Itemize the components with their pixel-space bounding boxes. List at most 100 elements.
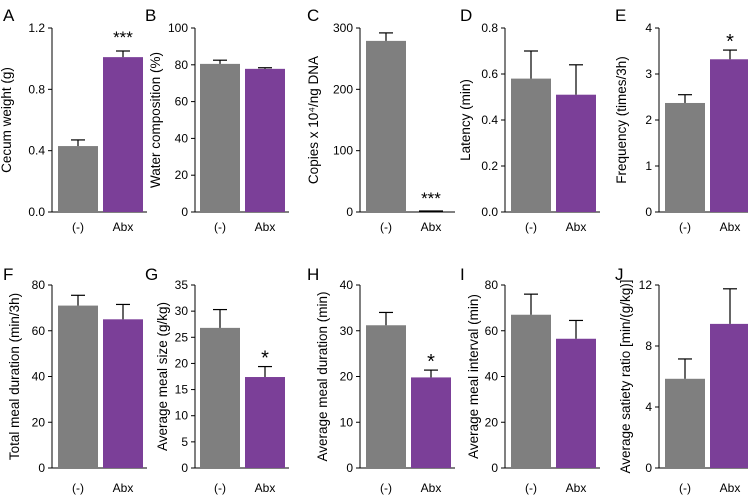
bar-control [665, 378, 705, 468]
y-tick-label: 0.0 [28, 205, 45, 219]
x-tick-label: Abx [720, 481, 741, 495]
y-axis-title: Latency (min) [458, 79, 473, 161]
y-tick-label: 80 [175, 58, 189, 72]
y-tick-label: 15 [175, 383, 189, 397]
y-tick-label: 200 [333, 82, 353, 96]
y-tick-label: 0.6 [481, 67, 498, 81]
y-tick-label: 0.2 [481, 159, 498, 173]
panel-e: E 0 1 2 3 4 Frequency (times/3h) (-) Abx * [614, 6, 748, 234]
y-tick-label: 40 [32, 370, 46, 384]
bar-control [58, 305, 98, 468]
y-tick-label: 12 [639, 278, 653, 292]
bar-abx [245, 68, 285, 213]
significance-marker: * [261, 348, 269, 370]
x-tick-label: (-) [72, 481, 84, 495]
panel-letter: H [307, 265, 319, 284]
x-tick-label: (-) [72, 220, 84, 234]
y-tick-label: 100 [333, 144, 353, 158]
y-tick-label: 2 [645, 113, 652, 127]
y-tick-label: 8 [645, 339, 652, 353]
y-axis-title: Average meal size (g/kg) [155, 302, 170, 451]
panel-b: B 0 20 40 60 80 100 Water composition (%) (-) Abx [145, 6, 289, 234]
y-tick-label: 40 [485, 370, 499, 384]
x-tick-label: (-) [214, 481, 226, 495]
x-tick-label: Abx [255, 481, 276, 495]
panel-j: J 0 4 8 12 Average satiety ratio [min/(g/kg)]… [615, 265, 748, 495]
bar-abx [710, 323, 748, 468]
y-tick-label: 0.4 [28, 144, 45, 158]
bar-abx [556, 338, 596, 468]
y-tick-label: 0 [346, 205, 353, 219]
y-tick-label: 0.8 [481, 21, 498, 35]
panel-g: G 0 5 10 15 20 25 30 35 Average meal size (g/kg) (… [145, 265, 289, 495]
panel-d: D 0.0 0.2 0.4 0.6 0.8 Latency (min) (-) Abx [458, 6, 600, 234]
x-tick-label: (-) [380, 481, 392, 495]
y-axis-title: Frequency (times/3h) [614, 56, 629, 184]
y-axis-title: Average satiety ratio [min/(g/kg)] [618, 279, 633, 473]
significance-marker: *** [421, 189, 441, 208]
y-tick-label: 1.2 [28, 21, 45, 35]
bar-control [665, 102, 705, 212]
panel-letter: G [145, 265, 158, 284]
x-tick-label: Abx [720, 220, 741, 234]
y-tick-label: 30 [340, 324, 354, 338]
y-tick-label: 0 [181, 461, 188, 475]
x-tick-label: Abx [566, 481, 587, 495]
panel-letter: J [615, 265, 624, 284]
panel-f: F 0 20 40 60 80 Total meal duration (min/3h) (-… [3, 265, 147, 495]
y-tick-label: 0 [346, 461, 353, 475]
y-tick-label: 10 [340, 415, 354, 429]
bar-abx [556, 94, 596, 212]
x-tick-label: Abx [421, 481, 442, 495]
y-tick-label: 4 [645, 400, 652, 414]
y-tick-label: 35 [175, 278, 189, 292]
y-axis-title: Water composition (%) [148, 52, 163, 188]
bar-abx [103, 319, 143, 468]
y-tick-label: 60 [32, 324, 46, 338]
y-tick-label: 0 [645, 461, 652, 475]
bar-control [58, 146, 98, 212]
bar-control [511, 78, 551, 212]
bar-abx [103, 57, 143, 213]
x-tick-label: Abx [421, 220, 442, 234]
x-tick-label: Abx [113, 220, 134, 234]
y-tick-label: 20 [340, 370, 354, 384]
bar-control [200, 327, 240, 468]
y-tick-label: 40 [175, 131, 189, 145]
y-tick-label: 1 [645, 159, 652, 173]
y-axis-title: Average meal duration (min) [315, 291, 330, 461]
bar-control [366, 325, 406, 468]
x-tick-label: Abx [566, 220, 587, 234]
significance-marker: * [427, 351, 435, 373]
y-tick-label: 0.0 [481, 205, 498, 219]
y-tick-label: 20 [485, 415, 499, 429]
panel-a: A 0.0 0.4 0.8 1.2 Cecum weight (g) (-) Abx *** [0, 6, 147, 234]
panel-c: C 0 100 200 300 Copies x 10⁴/ng DNA (-) Abx *** [306, 6, 455, 234]
y-tick-label: 3 [645, 67, 652, 81]
y-tick-label: 4 [645, 21, 652, 35]
bar-abx [710, 59, 748, 212]
y-tick-label: 100 [168, 21, 188, 35]
bar-control [511, 314, 551, 468]
y-tick-label: 80 [485, 278, 499, 292]
bar-abx [411, 377, 451, 468]
bar-control [200, 63, 240, 212]
panel-letter: A [3, 6, 15, 25]
y-axis-title: Cecum weight (g) [0, 67, 14, 173]
y-tick-label: 20 [175, 168, 189, 182]
x-tick-label: (-) [525, 220, 537, 234]
bar-control [366, 40, 406, 212]
y-tick-label: 25 [175, 330, 189, 344]
y-tick-label: 0.4 [481, 113, 498, 127]
panel-letter: E [615, 6, 626, 25]
x-tick-label: (-) [525, 481, 537, 495]
y-tick-label: 80 [32, 278, 46, 292]
x-tick-label: (-) [679, 220, 691, 234]
y-axis-title: Average meal interval (min) [466, 294, 481, 459]
x-tick-label: (-) [214, 220, 226, 234]
y-tick-label: 0.8 [28, 82, 45, 96]
x-tick-label: (-) [679, 481, 691, 495]
y-axis-title: Total meal duration (min/3h) [7, 293, 22, 460]
y-tick-label: 10 [175, 409, 189, 423]
